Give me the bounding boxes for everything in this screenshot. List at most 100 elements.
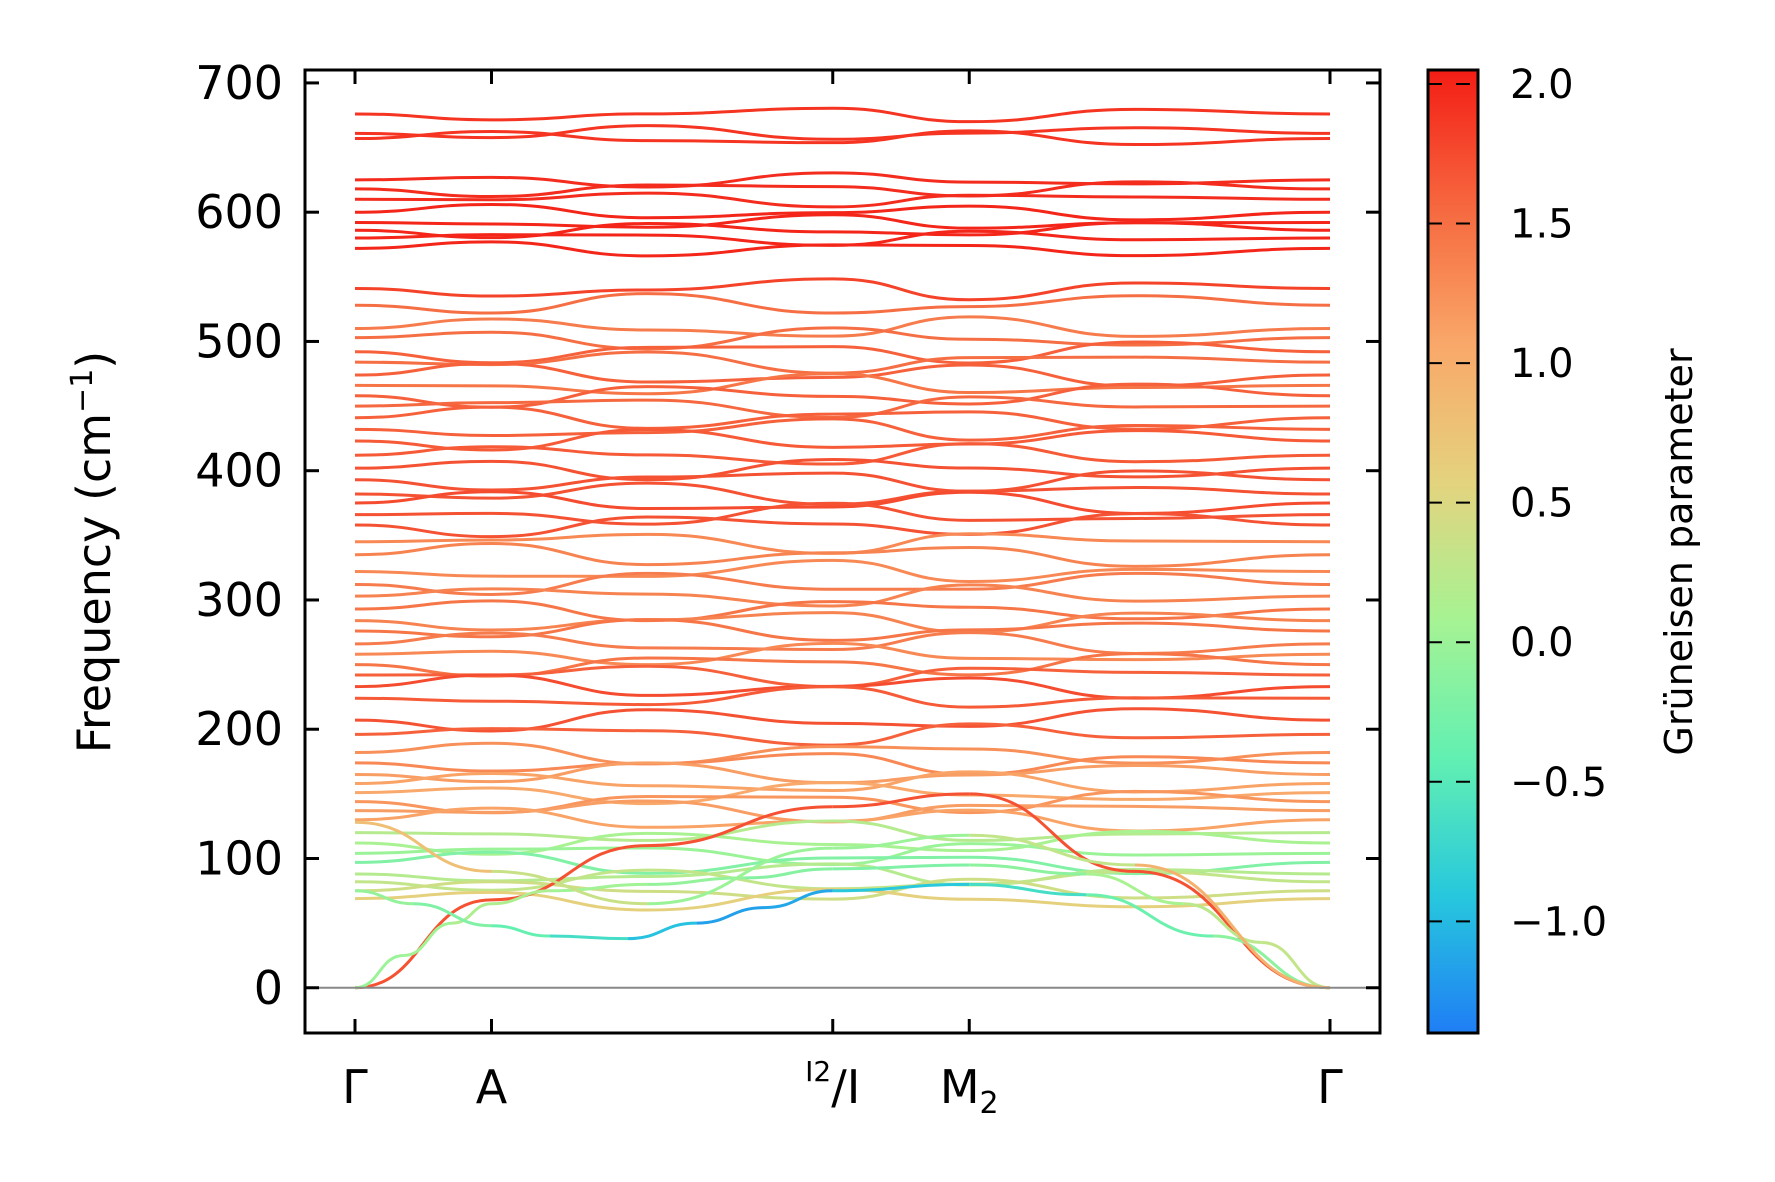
- phonon-band: [354, 180, 1331, 199]
- acoustic-band-segment: [491, 924, 551, 938]
- phonon-band: [354, 326, 1331, 351]
- acoustic-band-segment: [549, 882, 648, 893]
- y-tick-label: 100: [195, 831, 283, 885]
- phonon-band: [354, 240, 1331, 258]
- x-tick-label-main: A: [476, 1060, 508, 1114]
- acoustic-band-segment: [354, 820, 492, 873]
- acoustic-band-segment: [832, 882, 970, 893]
- phonon-band: [354, 571, 1331, 596]
- colorbar-tick-label: −1.0: [1510, 899, 1607, 945]
- phonon-band: [354, 618, 1331, 642]
- x-tick-label-superscript: I2: [805, 1055, 831, 1088]
- acoustic-band-segment: [549, 934, 629, 941]
- x-tick-label: A: [476, 1060, 508, 1114]
- phonon-band: [354, 417, 1331, 442]
- phonon-band: [354, 599, 1331, 623]
- phonon-band: [354, 641, 1331, 667]
- x-tick-label: Γ: [342, 1060, 368, 1114]
- phonon-band: [354, 469, 1331, 493]
- phonon-band: [354, 685, 1331, 709]
- phonon-band: [354, 124, 1331, 141]
- acoustic-band-segment: [647, 876, 746, 886]
- acoustic-band-segment: [1086, 893, 1214, 938]
- phonon-band: [354, 583, 1331, 608]
- colorbar: 2.0 1.5 1.0 0.5 0.0 −0.5 −1.0 Grüneisen parame…: [1426, 62, 1701, 1035]
- phonon-band: [354, 829, 1331, 856]
- phonon-band: [354, 850, 1331, 876]
- colorbar-ticks: 2.0 1.5 1.0 0.5 0.0 −0.5 −1.0: [1428, 62, 1607, 945]
- y-axis-title: Frequency (cm−1): [65, 351, 121, 754]
- colorbar-tick-label: 0.0: [1510, 620, 1574, 666]
- phonon-band: [354, 427, 1331, 452]
- acoustic-band: [354, 820, 1331, 990]
- acoustic-band-segment: [832, 863, 970, 871]
- plot-frame: [303, 68, 1382, 1035]
- colorbar-tick-label: 0.5: [1510, 481, 1574, 527]
- y-axis: 0 100 200 300 400 500 600 700: [195, 56, 1380, 1015]
- y-tick-label: 400: [195, 444, 283, 498]
- phonon-band: [354, 277, 1331, 302]
- phonon-band: [354, 191, 1331, 209]
- colorbar-tick-label: 2.0: [1510, 62, 1574, 108]
- phonon-band: [354, 542, 1331, 568]
- acoustic-band-segment: [452, 902, 492, 925]
- acoustic-band-segment: [696, 906, 765, 925]
- y-axis-title-sup: −1: [65, 369, 100, 413]
- acoustic-band-segment: [647, 805, 833, 848]
- phonon-band: [354, 315, 1331, 338]
- colorbar-gradient: [1426, 68, 1480, 1035]
- phonon-band: [354, 129, 1331, 147]
- phonon-band: [354, 405, 1331, 431]
- acoustic-band-segment: [832, 833, 970, 850]
- acoustic-band-segment: [491, 869, 648, 906]
- phonon-band: [354, 877, 1331, 901]
- acoustic-band-segment: [969, 863, 1087, 876]
- acoustic-band-segment: [354, 889, 414, 906]
- x-tick-label-subscript: 2: [980, 1086, 999, 1121]
- acoustic-band-segment: [403, 921, 453, 957]
- acoustic-band-segment: [832, 792, 970, 809]
- y-tick-label: 700: [195, 56, 283, 110]
- phonon-band: [354, 707, 1331, 733]
- y-tick-label: 500: [195, 314, 283, 368]
- band-structure: [354, 106, 1331, 990]
- acoustic-band-segment: [969, 792, 1136, 873]
- phonon-band: [354, 741, 1331, 766]
- acoustic-band-segment: [969, 882, 1087, 897]
- y-tick-label: 200: [195, 702, 283, 756]
- colorbar-title: Grüneisen parameter: [1657, 348, 1701, 756]
- phonon-band: [354, 752, 1331, 776]
- acoustic-band-segment: [413, 902, 492, 928]
- x-tick-label-main: Γ: [342, 1060, 368, 1114]
- phonon-band: [354, 558, 1331, 583]
- phonon-band: [354, 213, 1331, 230]
- phonon-band: [354, 442, 1331, 466]
- phonon-band: [354, 106, 1331, 124]
- acoustic-band: [354, 863, 1331, 990]
- phonon-band: [354, 611, 1331, 634]
- acoustic-band-segment: [744, 867, 833, 880]
- phonon-band: [354, 512, 1331, 539]
- acoustic-band-segment: [969, 833, 1136, 867]
- acoustic-band-segment: [491, 889, 551, 906]
- x-tick-label: Γ: [1317, 1060, 1343, 1114]
- y-axis-title-close: ): [67, 351, 121, 369]
- phonon-band: [354, 501, 1331, 526]
- acoustic-band-segment: [647, 846, 833, 906]
- colorbar-tick-label: −0.5: [1510, 760, 1607, 806]
- acoustic-band-segment: [1183, 902, 1262, 945]
- x-tick-label: M2: [940, 1060, 999, 1121]
- phonon-band: [354, 780, 1331, 806]
- colorbar-tick-label: 1.5: [1510, 202, 1574, 248]
- y-tick-label: 600: [195, 185, 283, 239]
- phonon-band: [354, 292, 1331, 315]
- x-tick-label-main: Γ: [1317, 1060, 1343, 1114]
- x-tick-label-main: /I: [831, 1060, 860, 1114]
- x-axis: Γ A I2/I M2 Γ: [342, 70, 1343, 1121]
- phonon-band: [354, 171, 1331, 189]
- phonon-band: [354, 372, 1331, 396]
- phonon-band: [354, 202, 1331, 222]
- acoustic-band-segment: [764, 889, 833, 910]
- acoustic-band-segment: [1086, 872, 1184, 906]
